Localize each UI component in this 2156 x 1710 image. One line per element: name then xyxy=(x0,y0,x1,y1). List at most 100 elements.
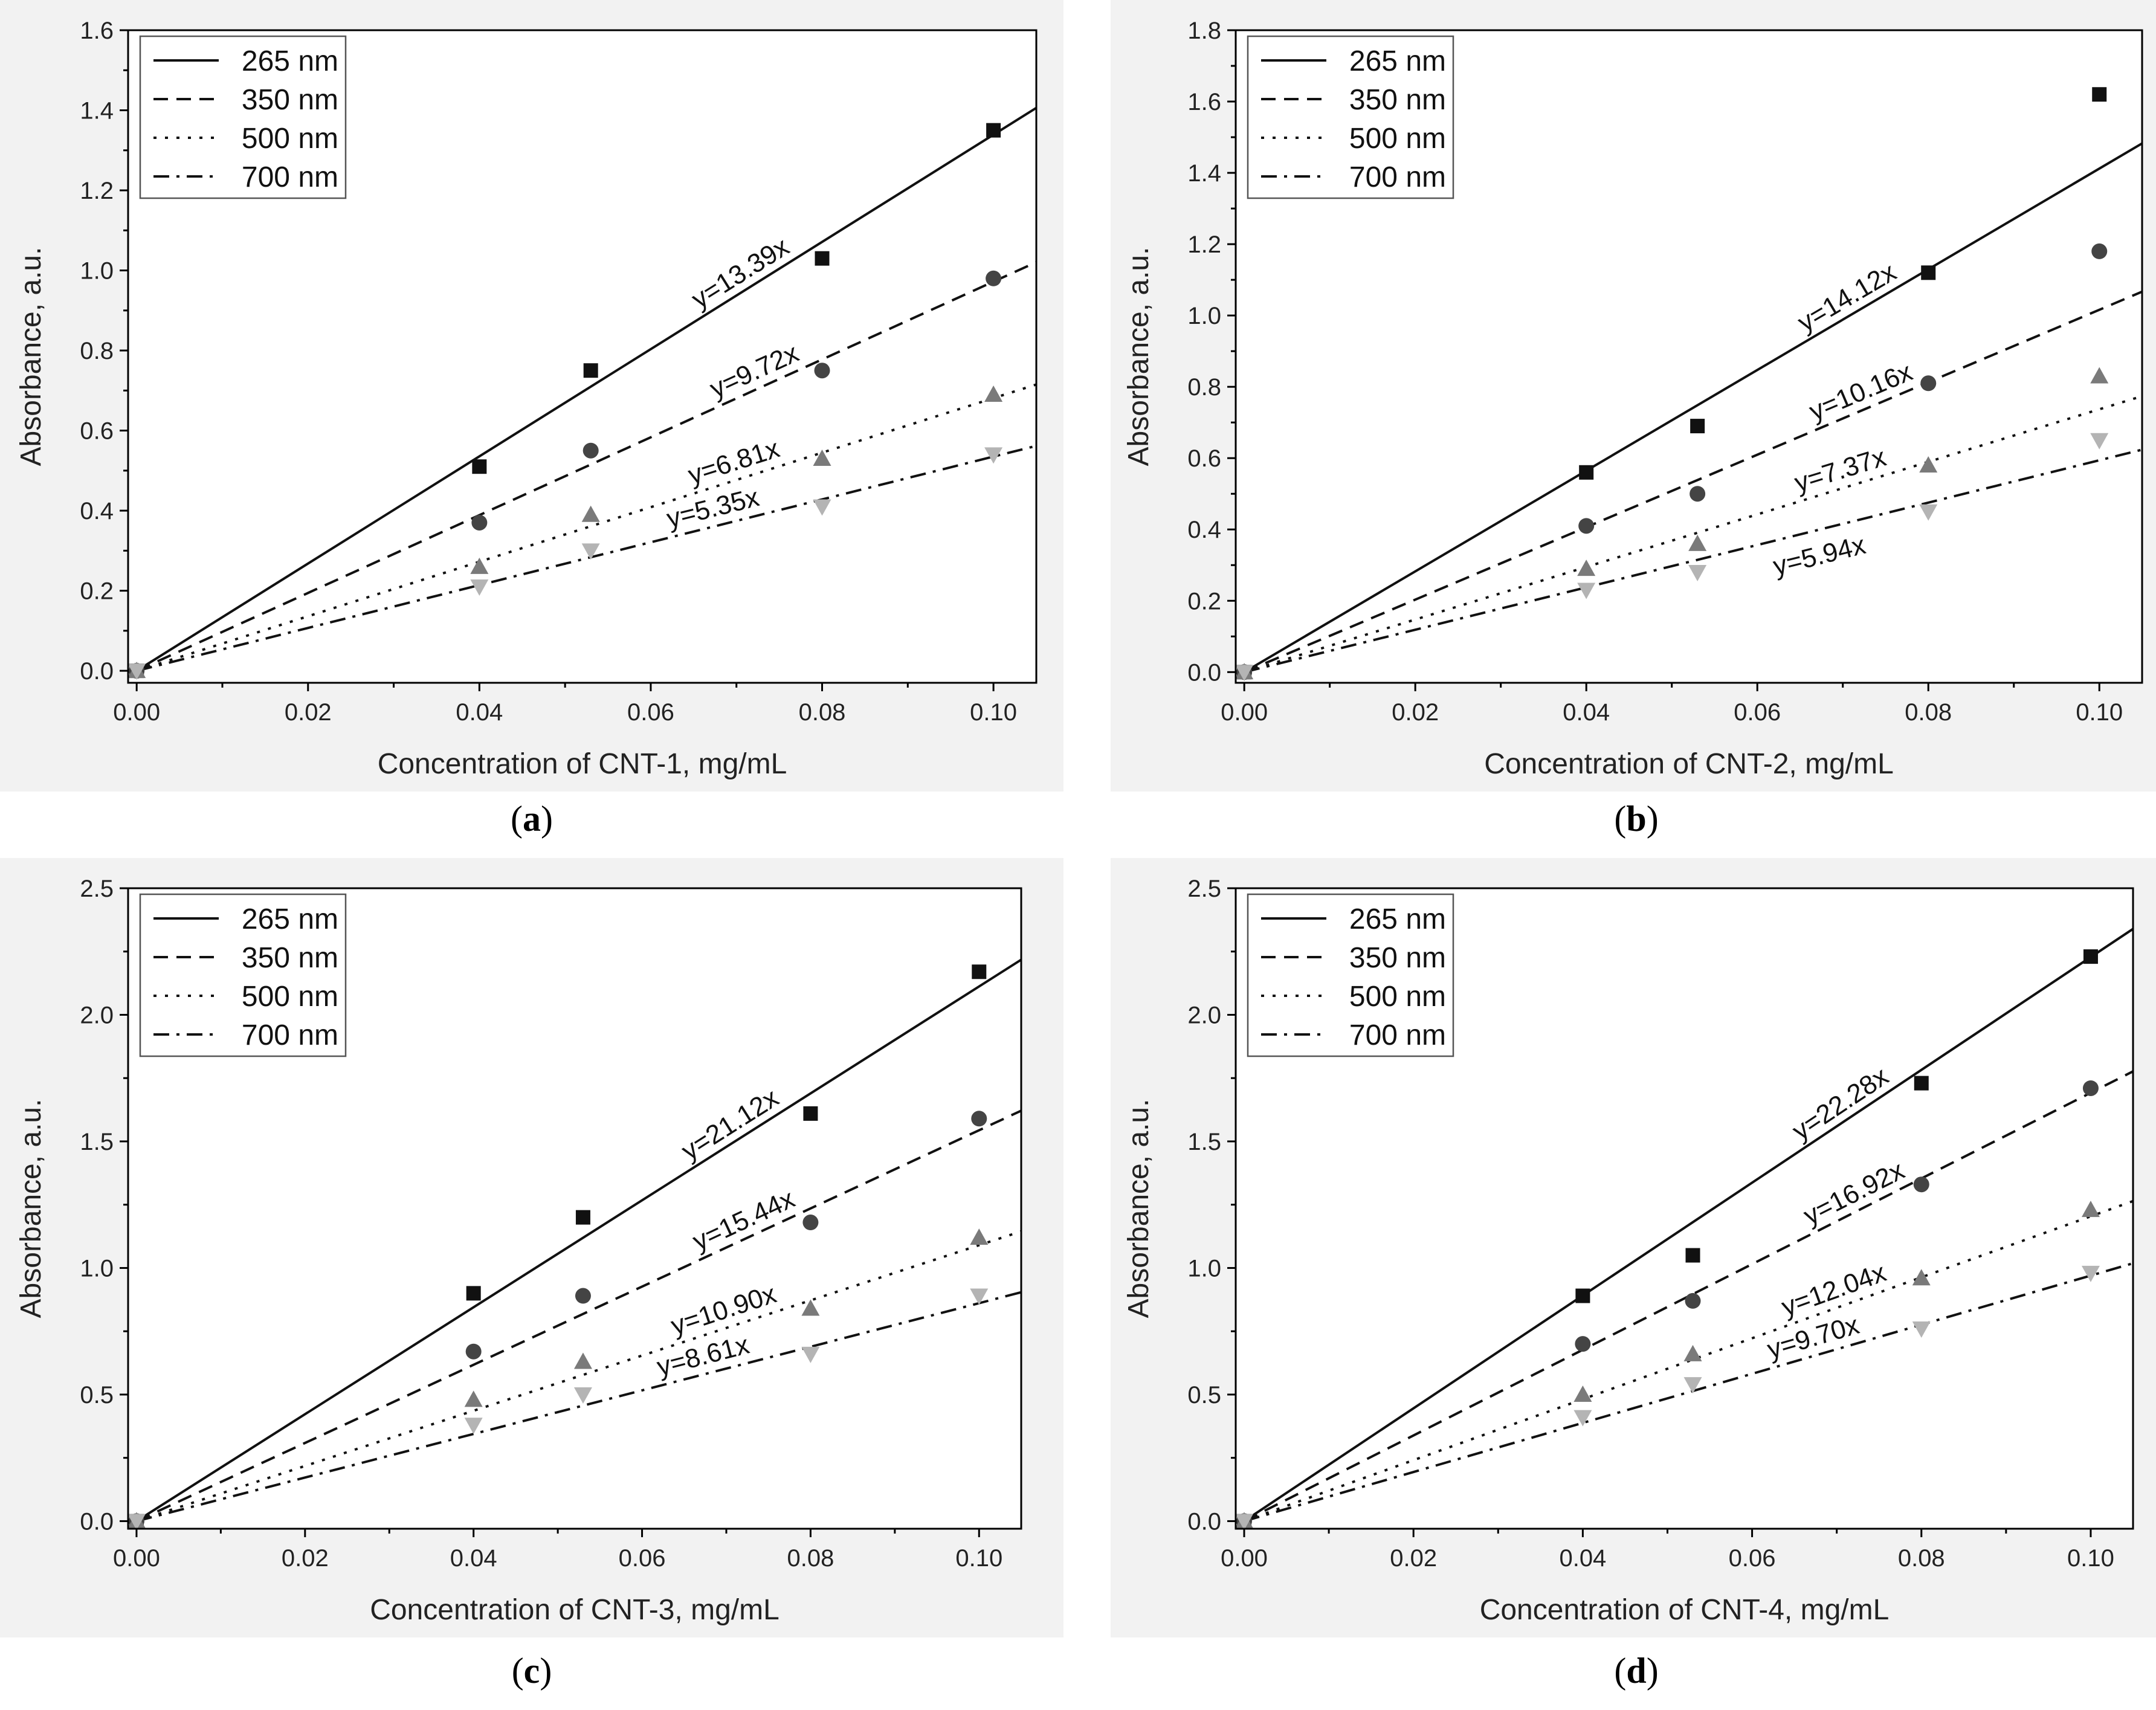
fit-line-265nm xyxy=(135,958,1021,1523)
y-tick-label: 1.6 xyxy=(80,18,114,44)
point-350nm xyxy=(1578,518,1595,534)
x-tick-label: 0.00 xyxy=(1221,1545,1268,1572)
point-700nm xyxy=(1919,504,1938,521)
point-500nm xyxy=(813,449,831,466)
point-265nm xyxy=(583,363,598,378)
y-tick-label: 0.0 xyxy=(1187,1508,1221,1535)
y-tick-label: 1.0 xyxy=(1187,1255,1221,1282)
x-tick-label: 0.02 xyxy=(285,699,332,726)
point-700nm xyxy=(813,499,831,516)
point-700nm xyxy=(470,579,489,596)
axes-frame xyxy=(127,887,1022,1530)
point-265nm xyxy=(466,1286,481,1301)
point-350nm xyxy=(465,1343,482,1360)
point-500nm xyxy=(470,557,489,574)
point-265nm xyxy=(1914,1076,1929,1091)
x-axis-title: Concentration of CNT-2, mg/mL xyxy=(1484,748,1894,780)
legend-label: 700 nm xyxy=(1349,1019,1446,1051)
y-tick-label: 1.2 xyxy=(1187,231,1221,258)
point-265nm xyxy=(1579,465,1594,480)
x-tick-label: 0.06 xyxy=(1734,699,1781,726)
y-tick-label: 0.6 xyxy=(1187,445,1221,472)
data-markers xyxy=(1235,87,2109,682)
point-700nm xyxy=(1235,1514,1254,1531)
point-700nm xyxy=(970,1288,989,1305)
data-markers xyxy=(127,123,1003,680)
point-500nm xyxy=(1683,1344,1702,1361)
y-tick-label: 0.2 xyxy=(80,578,114,605)
panel-caption: (d) xyxy=(1614,1651,1658,1691)
point-500nm xyxy=(1573,1385,1592,1402)
point-700nm xyxy=(573,1387,592,1404)
point-500nm xyxy=(581,505,600,522)
legend: 265 nm 350 nm 500 nm 700 nm xyxy=(139,35,347,199)
legend-box xyxy=(1247,893,1454,1057)
legend-label: 700 nm xyxy=(1349,161,1446,193)
point-350nm xyxy=(1920,375,1937,392)
x-tick-label: 0.06 xyxy=(619,1545,666,1572)
point-265nm xyxy=(1690,419,1705,434)
fit-line-265nm xyxy=(136,106,1036,672)
y-tick-label: 1.8 xyxy=(1187,18,1221,44)
legend-label: 350 nm xyxy=(1349,84,1446,116)
fit-line-350nm xyxy=(136,261,1036,672)
legend-label: 265 nm xyxy=(242,903,338,935)
y-tick-label: 0.5 xyxy=(1187,1382,1221,1408)
legend-box xyxy=(1247,35,1454,199)
panel-caption: (a) xyxy=(511,799,553,839)
y-tick-label: 1.6 xyxy=(1187,89,1221,115)
point-700nm xyxy=(1683,1377,1702,1394)
x-tick-label: 0.08 xyxy=(799,699,846,726)
point-500nm xyxy=(1912,1269,1931,1286)
y-tick-label: 1.5 xyxy=(1187,1129,1221,1155)
legend-label: 265 nm xyxy=(1349,45,1446,77)
legend-label: 350 nm xyxy=(242,84,338,116)
point-500nm xyxy=(573,1352,592,1369)
panel-caption: (b) xyxy=(1614,799,1658,839)
point-350nm xyxy=(971,1111,987,1127)
x-tick-label: 0.04 xyxy=(450,1545,497,1572)
x-tick-label: 0.06 xyxy=(1729,1545,1776,1572)
fit-line-350nm xyxy=(1244,1070,2133,1523)
y-tick-label: 0.0 xyxy=(1187,659,1221,686)
x-tick-label: 0.10 xyxy=(955,1545,1002,1572)
axes-frame xyxy=(1235,887,2134,1530)
x-tick-label: 0.00 xyxy=(113,1545,160,1572)
point-350nm xyxy=(1575,1336,1591,1352)
panel-b: 0.00 0.02 0.04 0.06 0.08 0.10 0.0 0.2 0.4 0.6 0.8 1… xyxy=(1111,0,2156,839)
x-tick-label: 0.04 xyxy=(1563,699,1610,726)
x-tick-label: 0.02 xyxy=(282,1545,329,1572)
legend-label: 265 nm xyxy=(1349,903,1446,935)
point-500nm xyxy=(464,1390,483,1407)
point-700nm xyxy=(984,447,1003,464)
point-500nm xyxy=(1919,456,1938,473)
y-tick-label: 0.8 xyxy=(1187,374,1221,401)
x-tick-label: 0.00 xyxy=(1221,699,1268,726)
legend-label: 500 nm xyxy=(1349,123,1446,155)
y-tick-label: 0.0 xyxy=(80,658,114,685)
panel-a: 0.00 0.02 0.04 0.06 0.08 0.10 0.0 0.2 0.4 0.6 0.8 1… xyxy=(0,0,1063,839)
point-500nm xyxy=(2090,367,2109,384)
y-axis-title: Absorbance, a.u. xyxy=(15,247,47,466)
x-tick-label: 0.08 xyxy=(1898,1545,1945,1572)
y-tick-label: 1.4 xyxy=(1187,160,1221,187)
point-265nm xyxy=(1921,265,1936,280)
point-700nm xyxy=(464,1418,483,1434)
legend-label: 500 nm xyxy=(242,123,338,155)
point-500nm xyxy=(2081,1201,2100,1218)
y-tick-label: 0.4 xyxy=(1187,517,1221,543)
point-350nm xyxy=(583,442,599,459)
legend: 265 nm 350 nm 500 nm 700 nm xyxy=(139,893,347,1057)
panel-d: 0.00 0.02 0.04 0.06 0.08 0.10 0.0 0.5 1.0 1.5 2.0 2… xyxy=(1111,858,2156,1691)
fit-line-265nm xyxy=(1243,928,2133,1523)
y-tick-label: 1.0 xyxy=(80,258,114,285)
fit-line-500nm xyxy=(1244,395,2142,674)
point-500nm xyxy=(970,1228,989,1245)
legend-label: 700 nm xyxy=(242,1019,338,1051)
point-700nm xyxy=(1688,565,1707,582)
legend-label: 265 nm xyxy=(242,45,338,77)
y-tick-label: 1.0 xyxy=(80,1255,114,1282)
x-tick-label: 0.04 xyxy=(456,699,503,726)
point-350nm xyxy=(802,1215,819,1231)
